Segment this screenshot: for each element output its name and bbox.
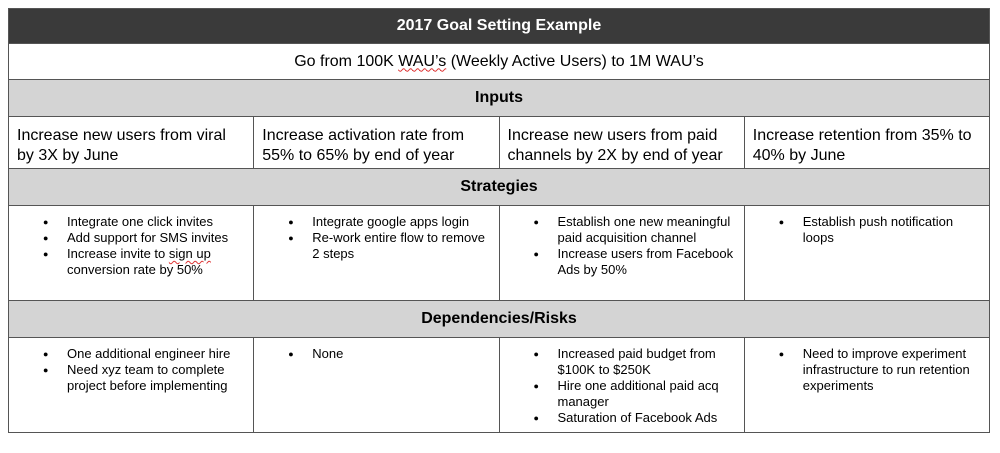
list-item-post: conversion rate by 50%: [67, 262, 203, 277]
strategy-list: Integrate google apps login Re-work enti…: [260, 214, 492, 262]
dependency-cell: One additional engineer hire Need xyz te…: [7, 337, 255, 433]
list-item: Establish push notification loops: [769, 214, 983, 246]
goal-suffix: (Weekly Active Users) to 1M WAU’s: [446, 52, 704, 70]
goal-statement: Go from 100K WAU’s (Weekly Active Users)…: [8, 43, 990, 80]
input-cell: Increase retention from 35% to 40% by Ju…: [743, 116, 991, 169]
strategy-cell: Integrate one click invites Add support …: [7, 205, 255, 301]
table-title: 2017 Goal Setting Example: [8, 8, 990, 44]
list-item: None: [278, 346, 492, 362]
strategy-list: Establish one new meaningful paid acquis…: [506, 214, 738, 278]
inputs-header: Inputs: [8, 79, 990, 117]
dependency-cell: Increased paid budget from $100K to $250…: [498, 337, 745, 433]
list-item: Integrate google apps login: [278, 214, 492, 230]
strategy-cell: Establish one new meaningful paid acquis…: [498, 205, 745, 301]
input-cell: Increase new users from viral by 3X by J…: [7, 116, 255, 169]
list-item-wavy: sign up: [168, 246, 211, 261]
list-item: Need to improve experiment infrastructur…: [769, 346, 983, 394]
list-item: Need xyz team to complete project before…: [33, 362, 247, 394]
dependencies-header: Dependencies/Risks: [8, 300, 990, 338]
strategy-list: Establish push notification loops: [751, 214, 983, 246]
list-item-pre: Increase invite to: [67, 246, 169, 261]
list-item: Integrate one click invites: [33, 214, 247, 230]
list-item: Increased paid budget from $100K to $250…: [524, 346, 738, 378]
dependency-list: Need to improve experiment infrastructur…: [751, 346, 983, 394]
dependency-cell: None: [253, 337, 500, 433]
list-item: Hire one additional paid acq manager: [524, 378, 738, 410]
dependency-cell: Need to improve experiment infrastructur…: [743, 337, 991, 433]
goal-setting-table: 2017 Goal Setting Example Go from 100K W…: [7, 8, 991, 433]
goal-wau: WAU’s: [398, 52, 447, 70]
goal-prefix: Go from 100K: [294, 52, 399, 70]
strategy-cell: Integrate google apps login Re-work enti…: [253, 205, 500, 301]
input-cell: Increase new users from paid channels by…: [498, 116, 745, 169]
list-item: Increase invite to sign up conversion ra…: [33, 246, 247, 278]
list-item: Increase users from Facebook Ads by 50%: [524, 246, 738, 278]
input-cell: Increase activation rate from 55% to 65%…: [253, 116, 500, 169]
strategies-header: Strategies: [8, 168, 990, 206]
list-item: Re-work entire flow to remove 2 steps: [278, 230, 492, 262]
dependency-list: One additional engineer hire Need xyz te…: [15, 346, 247, 394]
dependency-list: Increased paid budget from $100K to $250…: [506, 346, 738, 426]
list-item: Saturation of Facebook Ads: [524, 410, 738, 426]
strategy-cell: Establish push notification loops: [743, 205, 991, 301]
strategy-list: Integrate one click invites Add support …: [15, 214, 247, 278]
list-item: Add support for SMS invites: [33, 230, 247, 246]
dependency-list: None: [260, 346, 492, 362]
list-item: Establish one new meaningful paid acquis…: [524, 214, 738, 246]
list-item: One additional engineer hire: [33, 346, 247, 362]
